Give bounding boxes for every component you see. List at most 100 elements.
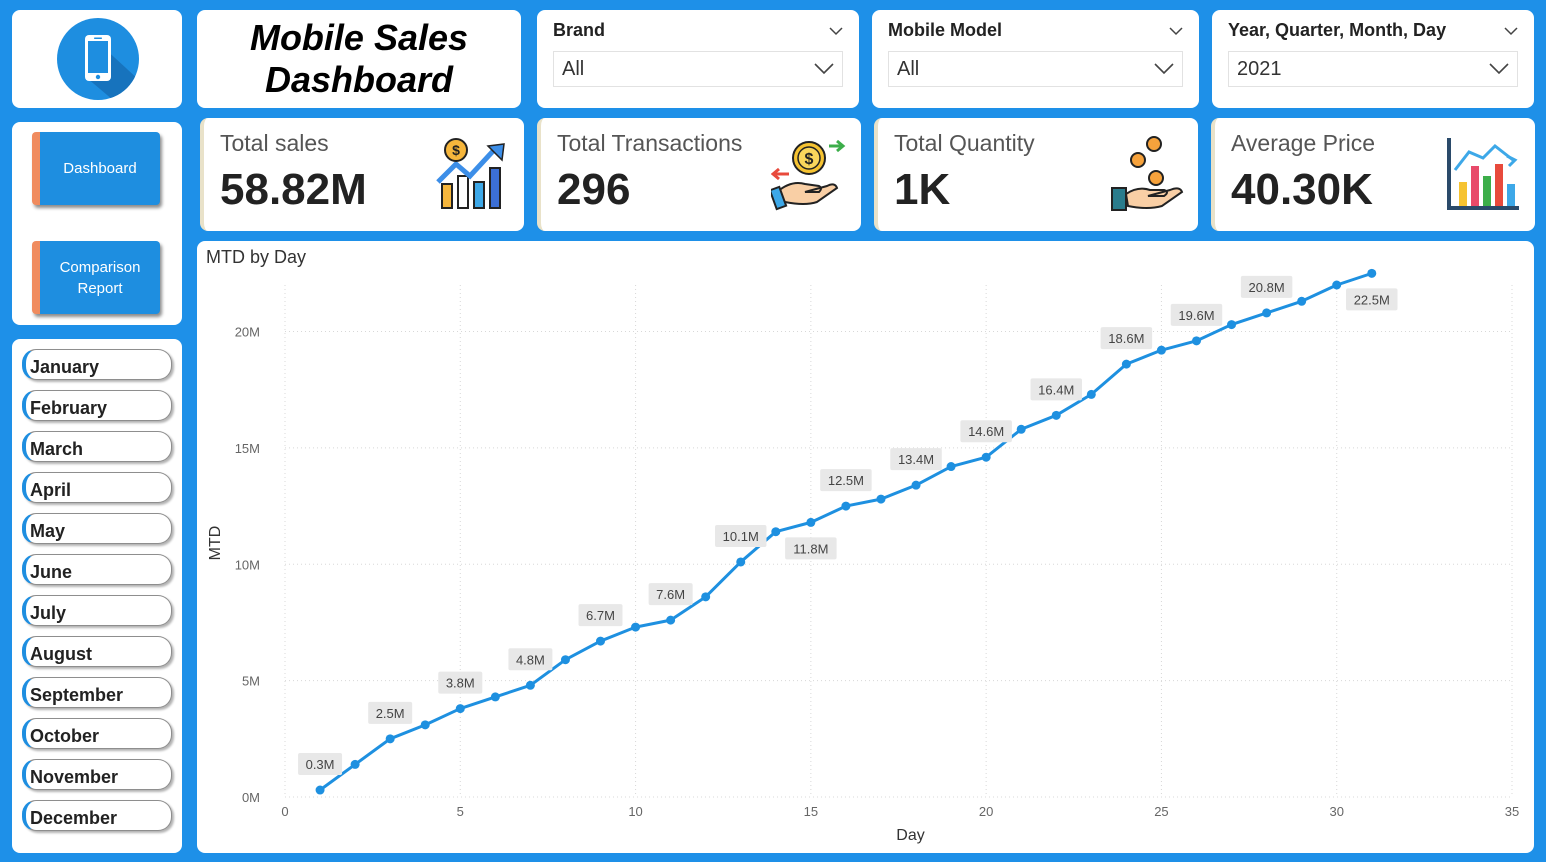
data-point	[946, 462, 956, 472]
data-point	[1016, 424, 1026, 434]
kpi-label: Average Price	[1231, 130, 1376, 156]
data-point	[736, 557, 746, 567]
data-label: 13.4M	[898, 452, 934, 467]
data-label: 2.5M	[376, 706, 405, 721]
brand-select[interactable]: All	[553, 51, 843, 87]
data-point	[771, 527, 781, 537]
data-point	[806, 517, 816, 527]
data-point	[490, 692, 500, 702]
chevron-down-icon[interactable]	[1504, 20, 1518, 41]
date-select[interactable]: 2021	[1228, 51, 1518, 87]
month-item-may[interactable]: May	[22, 513, 172, 544]
chart-growth-icon: $	[434, 136, 510, 212]
title-card: Mobile Sales Dashboard	[197, 10, 521, 108]
data-point	[1297, 296, 1307, 306]
data-point	[701, 592, 711, 602]
kpi-total-sales: Total sales 58.82M $	[200, 118, 524, 231]
navigation-panel: Dashboard Comparison Report	[12, 122, 182, 325]
data-label: 3.8M	[446, 676, 475, 691]
dashboard-button[interactable]: Dashboard	[32, 132, 160, 205]
chevron-down-icon[interactable]	[1169, 20, 1183, 41]
kpi-total-quantity: Total Quantity 1K	[874, 118, 1198, 231]
date-filter[interactable]: Year, Quarter, Month, Day 2021	[1212, 10, 1534, 108]
kpi-value: 296	[557, 165, 631, 214]
x-tick-label: 35	[1505, 804, 1519, 819]
month-item-april[interactable]: April	[22, 472, 172, 503]
money-exchange-icon: $	[768, 136, 847, 212]
data-label: 14.6M	[968, 424, 1004, 439]
data-point	[420, 720, 430, 730]
mtd-series-line	[319, 271, 1373, 792]
kpi-average-price: Average Price 40.30K	[1211, 118, 1535, 231]
data-label: 4.8M	[516, 652, 545, 667]
month-item-july[interactable]: July	[22, 595, 172, 626]
month-item-june[interactable]: June	[22, 554, 172, 585]
month-item-november[interactable]: November	[22, 759, 172, 790]
x-axis-title: Day	[896, 827, 924, 844]
chart-title: MTD by Day	[206, 247, 307, 267]
data-label-box	[785, 537, 837, 560]
month-item-march[interactable]: March	[22, 431, 172, 462]
data-label-box	[1240, 275, 1293, 298]
chevron-down-icon	[814, 58, 834, 81]
month-item-december[interactable]: December	[22, 800, 172, 831]
data-point	[1156, 345, 1166, 355]
data-label-box	[438, 671, 483, 694]
month-item-january[interactable]: January	[22, 349, 172, 380]
mtd-chart-card: MTD by Day 0 5 10 15 20 25 30 35 0M 5M 10M 15M 20M Da…	[197, 241, 1534, 853]
data-label-box	[1346, 288, 1398, 311]
data-point	[666, 615, 676, 625]
page-title: Mobile Sales Dashboard	[249, 17, 469, 100]
data-label: 19.6M	[1178, 308, 1214, 323]
data-point	[315, 785, 325, 795]
model-filter[interactable]: Mobile Model All	[872, 10, 1199, 108]
kpi-label: Total Quantity	[894, 130, 1035, 156]
data-point	[455, 704, 465, 714]
data-label-box	[890, 448, 942, 471]
data-point	[631, 622, 641, 632]
kpi-value: 58.82M	[220, 165, 367, 214]
brand-filter-label: Brand	[553, 20, 606, 40]
hand-coins-icon	[1108, 136, 1184, 212]
x-tick-label: 30	[1329, 804, 1343, 819]
data-label: 7.6M	[656, 587, 685, 602]
data-point	[841, 501, 851, 511]
data-label: 10.1M	[723, 529, 759, 544]
month-item-september[interactable]: September	[22, 677, 172, 708]
data-label-box	[298, 753, 343, 776]
data-point	[1121, 359, 1131, 369]
y-axis-title: MTD	[207, 526, 224, 561]
month-item-august[interactable]: August	[22, 636, 172, 667]
data-label-box	[820, 469, 872, 492]
data-point	[876, 494, 886, 504]
month-slicer: January February March April May June Ju…	[12, 339, 182, 853]
chevron-down-icon[interactable]	[829, 20, 843, 41]
model-filter-label: Mobile Model	[888, 20, 1002, 40]
data-label-box	[714, 524, 767, 547]
kpi-total-transactions: Total Transactions 296 $	[537, 118, 861, 231]
month-item-october[interactable]: October	[22, 718, 172, 749]
data-point	[1227, 320, 1237, 330]
x-tick-label: 5	[457, 804, 464, 819]
date-filter-label: Year, Quarter, Month, Day	[1228, 20, 1447, 40]
svg-text:$: $	[452, 142, 460, 158]
chevron-down-icon	[1489, 58, 1509, 81]
comparison-report-button[interactable]: Comparison Report	[32, 241, 160, 314]
logo-card	[12, 10, 182, 108]
brand-filter[interactable]: Brand All	[537, 10, 859, 108]
data-label-box	[960, 420, 1012, 443]
x-tick-label: 20	[979, 804, 993, 819]
mobile-phone-icon	[57, 18, 139, 100]
date-select-value: 2021	[1237, 57, 1282, 80]
model-select[interactable]: All	[888, 51, 1183, 87]
kpi-value: 40.30K	[1231, 165, 1373, 214]
data-point	[596, 636, 606, 646]
x-tick-label: 10	[628, 804, 642, 819]
data-label-box	[368, 701, 413, 724]
data-label: 18.6M	[1108, 331, 1144, 346]
data-label: 20.8M	[1249, 280, 1285, 295]
data-label: 11.8M	[793, 541, 828, 556]
x-tick-label: 15	[804, 804, 818, 819]
kpi-label: Total Transactions	[557, 130, 743, 156]
month-item-february[interactable]: February	[22, 390, 172, 421]
